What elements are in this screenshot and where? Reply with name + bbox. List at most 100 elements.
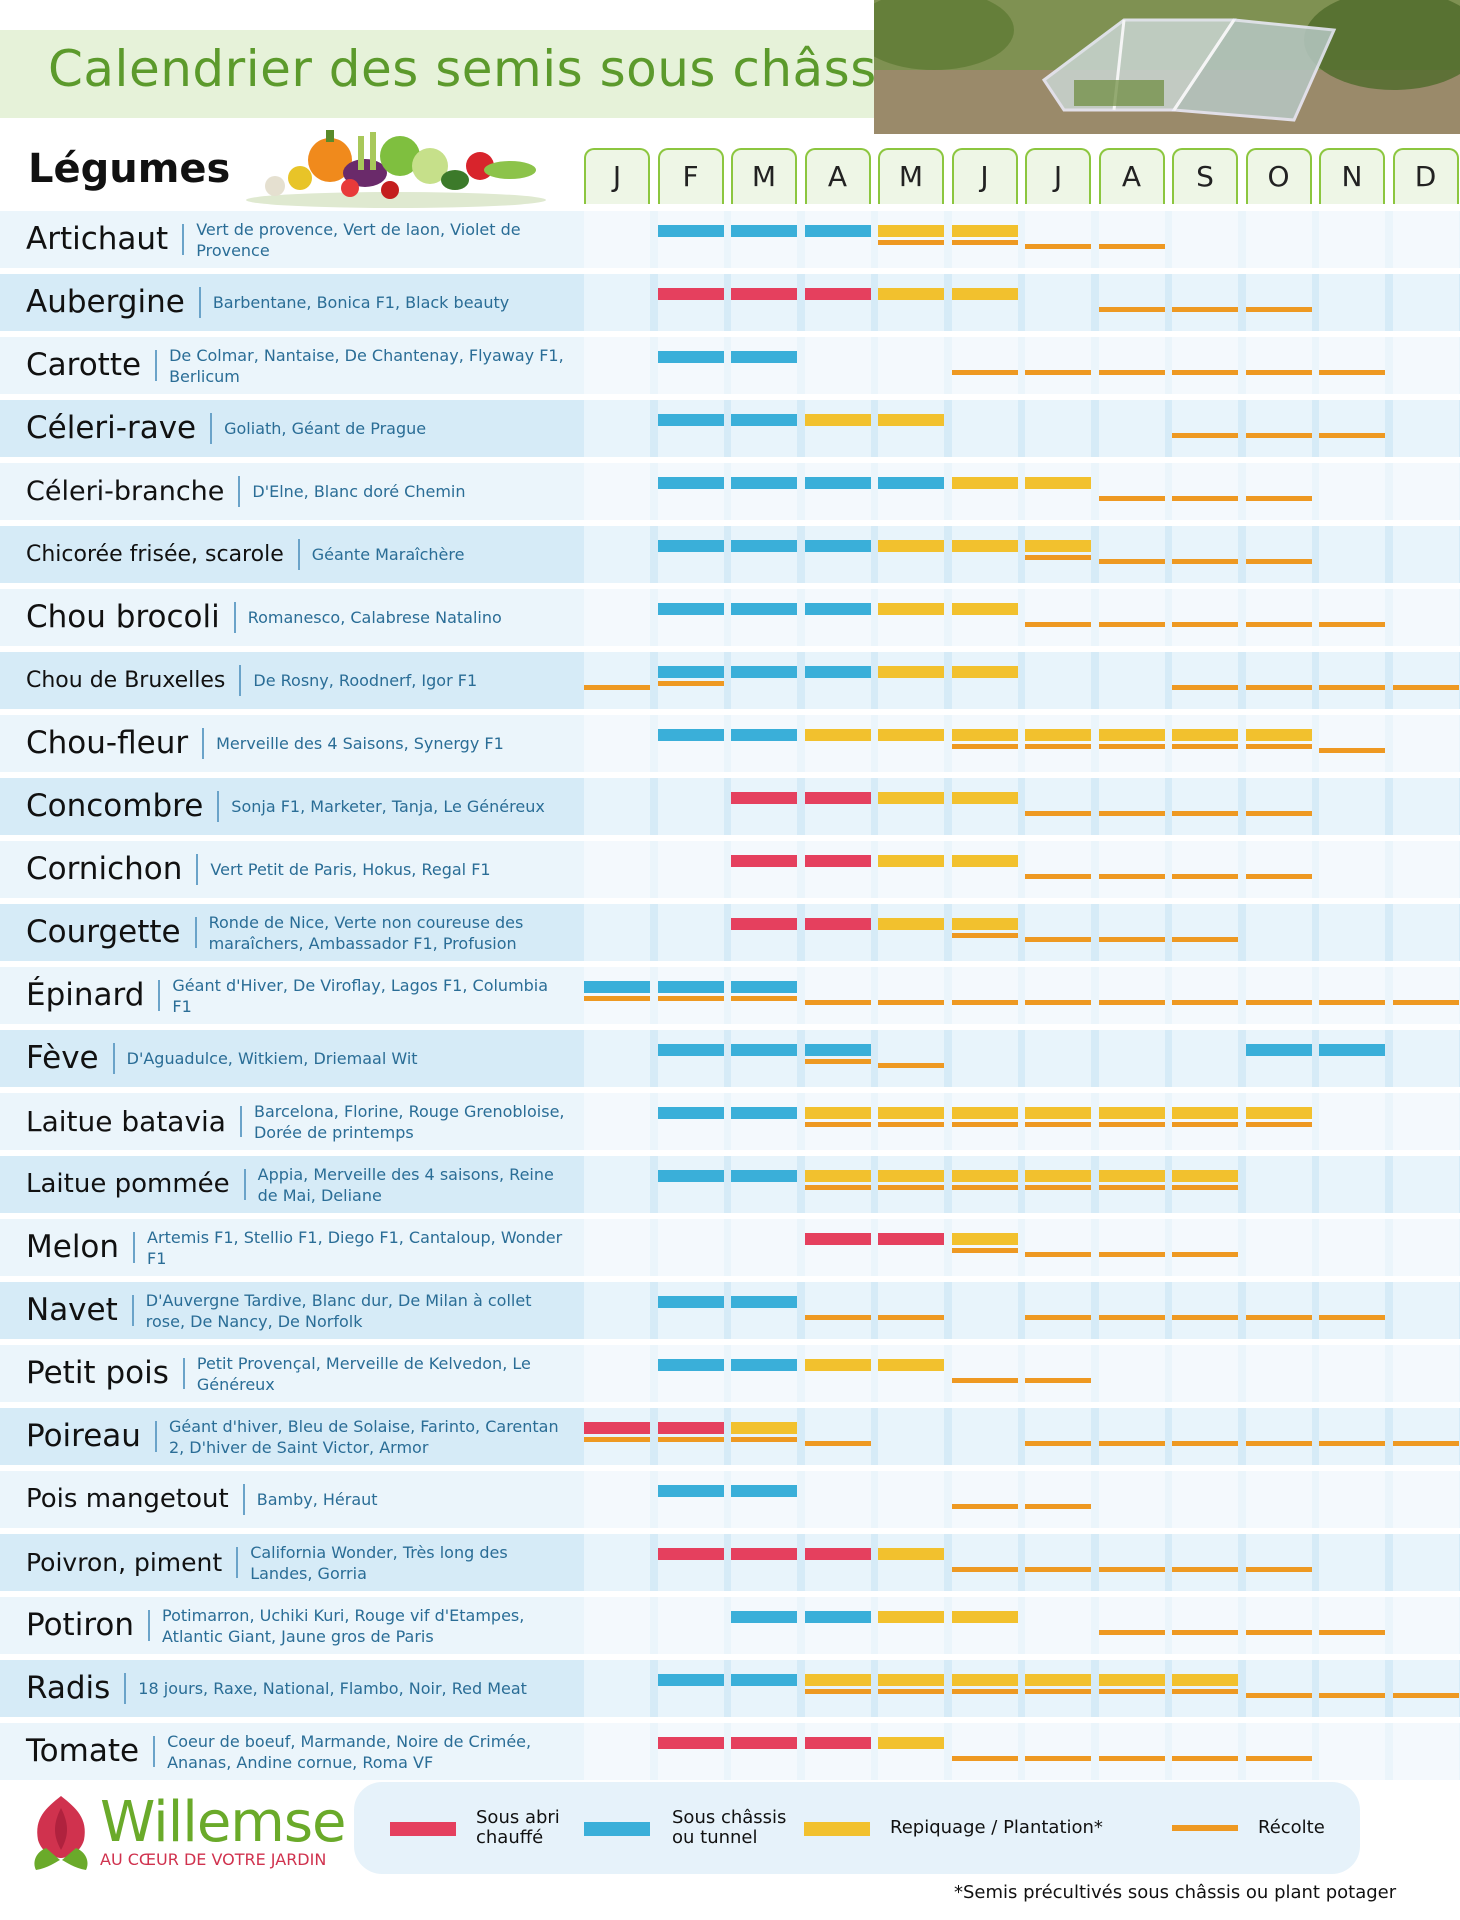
orange-bar [951,240,1018,245]
legend-swatch-yellow [804,1822,870,1836]
month-cell [1098,211,1165,268]
month-cell [1172,337,1238,394]
month-cell [1025,463,1091,520]
month-cell [657,715,724,772]
yellow-bar [951,792,1018,804]
separator [239,665,242,696]
month-cell [1098,715,1165,772]
orange-bar [1245,685,1312,690]
month-cell [1245,1345,1312,1402]
table-row: Tomate Coeur de boeuf, Marmande, Noire de… [0,1723,1460,1780]
month-cell [1319,652,1385,709]
yellow-bar [878,1170,944,1182]
separator [236,1547,239,1578]
orange-bar [1025,555,1091,560]
varieties-text: Bamby, Héraut [256,1490,378,1509]
month-cell [1025,1660,1091,1717]
vegetable-name: Chicorée frisée, scarole [26,542,284,567]
yellow-bar [951,666,1018,678]
footnote: *Semis précultivés sous châssis ou plant… [954,1882,1397,1903]
varieties-text: Ronde de Nice, Verte non coureuse des ma… [208,912,524,953]
orange-bar [1319,1693,1385,1698]
month-cell [1392,211,1459,268]
yellow-bar [804,1359,871,1371]
month-cell [657,841,724,898]
month-header: N [1319,148,1385,204]
row-label: Chicorée frisée, scarole Géante Maraîchèr… [0,526,576,583]
yellow-bar [878,1548,944,1560]
orange-bar [1098,1441,1165,1446]
orange-bar [1098,307,1165,312]
varieties-text: Coeur de boeuf, Marmande, Noire de Crimé… [167,1731,532,1772]
month-cell [657,967,724,1024]
blue-bar [1245,1044,1312,1056]
blue-bar [657,414,724,426]
orange-bar [1025,811,1091,816]
separator [194,917,197,948]
vegetable-name: Céleri-branche [26,476,225,507]
month-cell [584,652,650,709]
legend-blue-label-line2: ou tunnel [672,1827,758,1848]
month-cell [1245,400,1312,457]
month-cell [731,652,797,709]
month-cell [584,1030,650,1087]
orange-bar [1172,1185,1238,1190]
orange-bar [951,1756,1018,1761]
month-cell [951,715,1018,772]
month-cell [1025,967,1091,1024]
row-label: Melon Artemis F1, Stellio F1, Diego F1, C… [0,1219,576,1276]
month-cell [1392,1408,1459,1465]
orange-bar [731,996,797,1001]
month-cell [1319,1093,1385,1150]
month-cell [584,274,650,331]
varieties-text: Vert de provence, Vert de laon, Violet d… [196,219,521,260]
month-cell [1172,1723,1238,1780]
month-cell [657,1282,724,1339]
month-cell [584,1219,650,1276]
orange-bar [1098,1567,1165,1572]
yellow-bar [878,855,944,867]
month-cell [1025,1471,1091,1528]
yellow-bar [878,1107,944,1119]
month-cell [878,1345,944,1402]
month-cell [1025,904,1091,961]
blue-bar [657,603,724,615]
orange-bar [804,1689,871,1694]
orange-bar [1098,1000,1165,1005]
yellow-bar [1098,1170,1165,1182]
legend-yellow-label: Repiquage / Plantation* [890,1817,1103,1838]
yellow-bar [951,1674,1018,1686]
month-cell [1245,1219,1312,1276]
orange-bar [1319,748,1385,753]
month-cell [1098,1156,1165,1213]
orange-bar [1098,874,1165,879]
legend-swatch-red [390,1822,456,1836]
month-cell [1098,337,1165,394]
table-row: Potiron Potimarron, Uchiki Kuri, Rouge vi… [0,1597,1460,1654]
month-header: A [1098,148,1165,204]
month-cell [1245,1408,1312,1465]
month-cell [951,1093,1018,1150]
row-label: Petit pois Petit Provençal, Merveille de … [0,1345,576,1402]
row-label: Chou-fleur Merveille des 4 Saisons, Syner… [0,715,576,772]
month-cell [1025,274,1091,331]
blue-bar [657,477,724,489]
month-cell [804,841,871,898]
month-cell [1319,589,1385,646]
table-row: Artichaut Vert de provence, Vert de laon,… [0,211,1460,268]
month-cell [657,526,724,583]
month-cell [584,1156,650,1213]
month-cell [1245,1093,1312,1150]
month-cell [657,1597,724,1654]
month-cell [1392,715,1459,772]
month-cell [584,1597,650,1654]
orange-bar [878,1185,944,1190]
red-bar [878,1233,944,1245]
orange-bar [1172,1567,1238,1572]
table-row: Carotte De Colmar, Nantaise, De Chantenay… [0,337,1460,394]
orange-bar [1245,811,1312,816]
month-cell [657,1030,724,1087]
blue-bar [878,477,944,489]
blue-bar [657,1107,724,1119]
yellow-bar [878,1359,944,1371]
